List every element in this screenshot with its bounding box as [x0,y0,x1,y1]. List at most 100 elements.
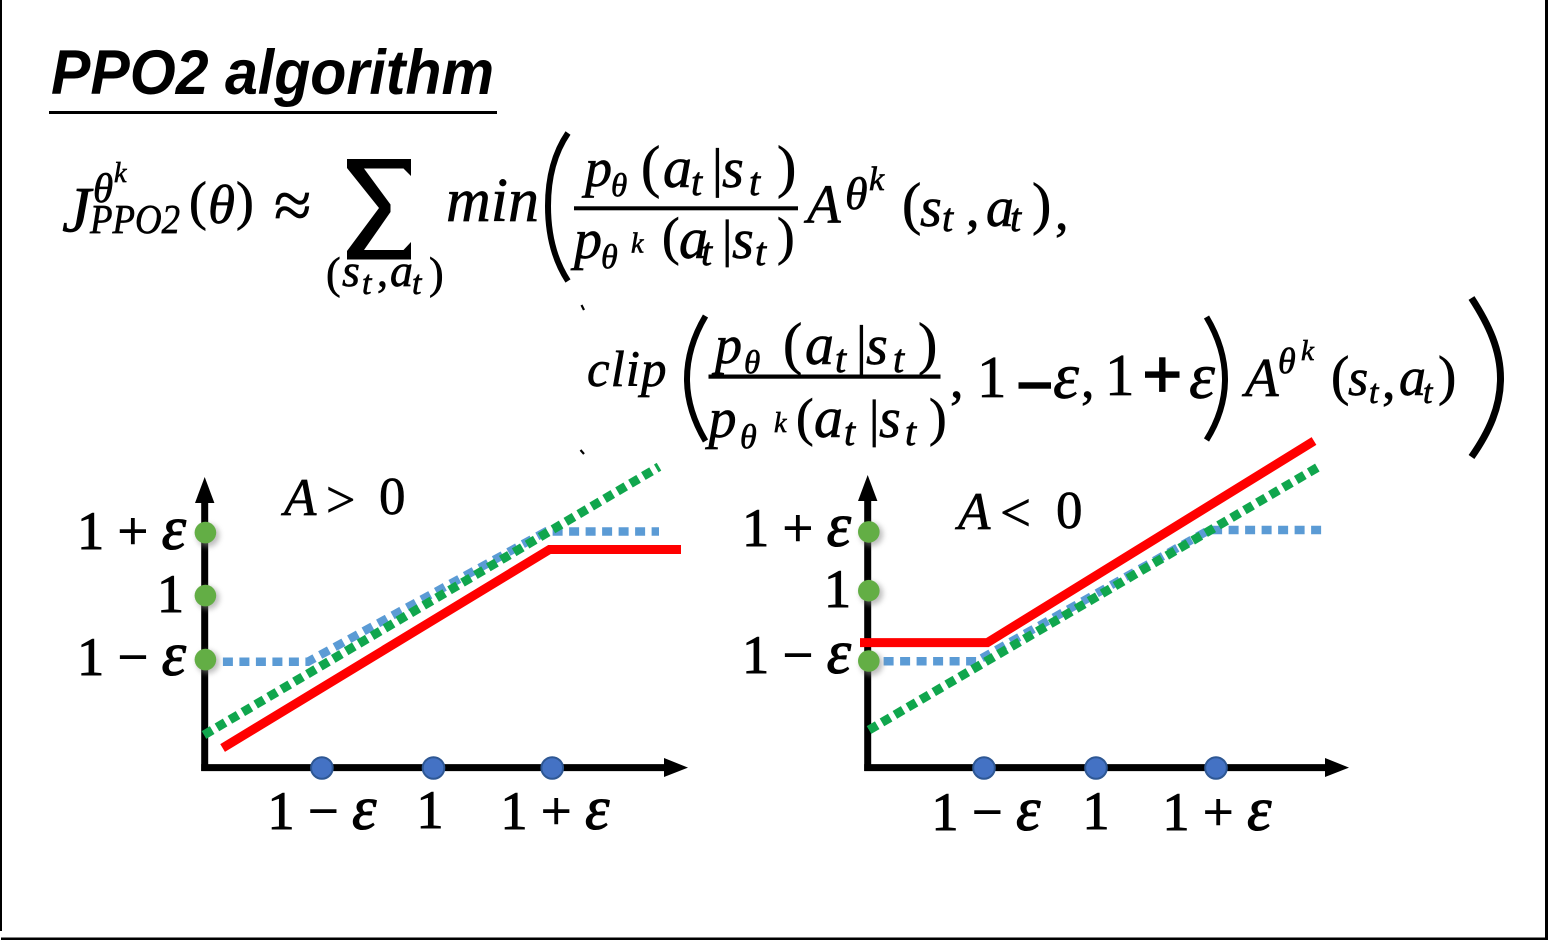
svg-text:1: 1 [824,559,851,619]
svg-text:a: a [390,245,413,296]
svg-text:|: | [856,315,867,375]
svg-text:): ) [1032,171,1051,236]
svg-text:t: t [893,336,905,381]
svg-text:a: a [986,177,1014,239]
svg-text:1 + ε: 1 + ε [1163,776,1272,844]
svg-text:t: t [701,229,713,274]
svg-text:ε: ε [1189,340,1215,413]
svg-text:): ) [929,389,947,447]
svg-text:1 − ε: 1 − ε [268,775,377,843]
svg-text:t: t [1369,374,1380,411]
svg-text:A: A [803,174,841,235]
svg-text:|: | [712,138,723,198]
svg-text:>: > [326,472,355,529]
svg-text:θ: θ [740,419,757,456]
svg-text:t: t [412,265,423,302]
svg-text:1 + ε: 1 + ε [742,492,851,560]
svg-text:a: a [805,312,834,377]
svg-text:a: a [663,135,692,200]
svg-text:1 − ε: 1 − ε [77,621,186,689]
svg-text:t: t [835,336,847,381]
svg-text:): ) [236,171,254,231]
svg-text:J: J [62,175,94,247]
svg-text:,: , [950,349,964,409]
svg-text:s: s [722,138,744,200]
svg-text:,: , [966,178,980,238]
svg-text:,: , [1055,181,1069,241]
svg-text:1 + ε: 1 + ε [77,495,186,563]
svg-text:0: 0 [1056,482,1083,540]
svg-text:1: 1 [417,780,444,840]
svg-text:t: t [691,159,703,204]
svg-text:t: t [844,409,856,454]
svg-text:PPO2: PPO2 [89,196,180,242]
svg-text:a: a [1399,347,1426,407]
svg-text:1 − ε: 1 − ε [932,776,1041,844]
svg-text:s: s [732,209,754,271]
svg-text:,: , [377,247,388,296]
svg-text:(: ( [902,171,921,236]
svg-text:1: 1 [1083,781,1110,841]
svg-text:clip: clip [587,342,667,398]
svg-text:(: ( [641,134,660,199]
svg-text:PPO2 algorithm: PPO2 algorithm [51,38,494,108]
svg-text:): ) [777,208,795,266]
svg-text:t: t [1010,195,1022,240]
svg-text:θ: θ [744,345,760,381]
svg-text:): ) [1438,345,1456,406]
svg-text:s: s [866,315,888,377]
svg-text:k: k [869,161,885,198]
svg-text:1 − ε: 1 − ε [742,619,851,687]
svg-text:p: p [705,388,737,450]
svg-text:): ) [918,311,937,376]
svg-text:t: t [1423,374,1434,411]
svg-text:s: s [920,177,942,239]
svg-text:A: A [1241,347,1279,408]
svg-text:A: A [281,469,317,527]
svg-text:|: | [722,211,732,268]
svg-text:k: k [774,408,787,439]
svg-text:A: A [955,483,991,541]
svg-text:t: t [755,229,767,274]
svg-text:1: 1 [1105,342,1135,408]
svg-text:t: t [749,159,761,204]
svg-text:ε: ε [1053,340,1079,413]
svg-text:p: p [711,315,742,375]
svg-text:t: t [362,265,373,302]
svg-text:θ: θ [208,174,235,235]
svg-text:(: ( [662,208,680,266]
svg-text:1: 1 [977,344,1007,410]
svg-text:t: t [905,409,917,454]
svg-text:s: s [1348,350,1368,407]
svg-text:(: ( [189,171,207,231]
svg-text:s: s [342,245,360,296]
svg-text:p: p [581,138,612,198]
svg-text:≈: ≈ [274,167,311,243]
svg-text:k: k [114,158,127,189]
svg-text:a: a [814,385,843,450]
svg-text:1 + ε: 1 + ε [501,775,610,843]
svg-text:t: t [942,195,954,240]
svg-text:(: ( [326,249,341,298]
svg-text:k: k [631,229,644,260]
svg-text:|: | [869,391,879,448]
svg-text:<: < [1000,482,1031,543]
svg-text:): ) [429,249,444,298]
svg-text:): ) [777,134,796,199]
svg-text:θ: θ [611,168,627,204]
svg-text:s: s [879,388,901,450]
svg-text:(: ( [1331,345,1349,406]
svg-text:,: , [1382,350,1396,410]
svg-text:k: k [1301,335,1315,367]
svg-text:(: ( [783,311,802,376]
svg-text:0: 0 [379,468,406,526]
svg-text:a: a [679,206,708,271]
svg-text:(: ( [796,389,814,447]
svg-text:min: min [446,167,539,235]
svg-text:,: , [1081,349,1095,409]
svg-text:θ: θ [1278,341,1296,381]
svg-text:θ: θ [601,239,618,276]
svg-text:p: p [570,209,602,271]
svg-text:θ: θ [93,165,113,211]
svg-text:1: 1 [157,564,184,624]
